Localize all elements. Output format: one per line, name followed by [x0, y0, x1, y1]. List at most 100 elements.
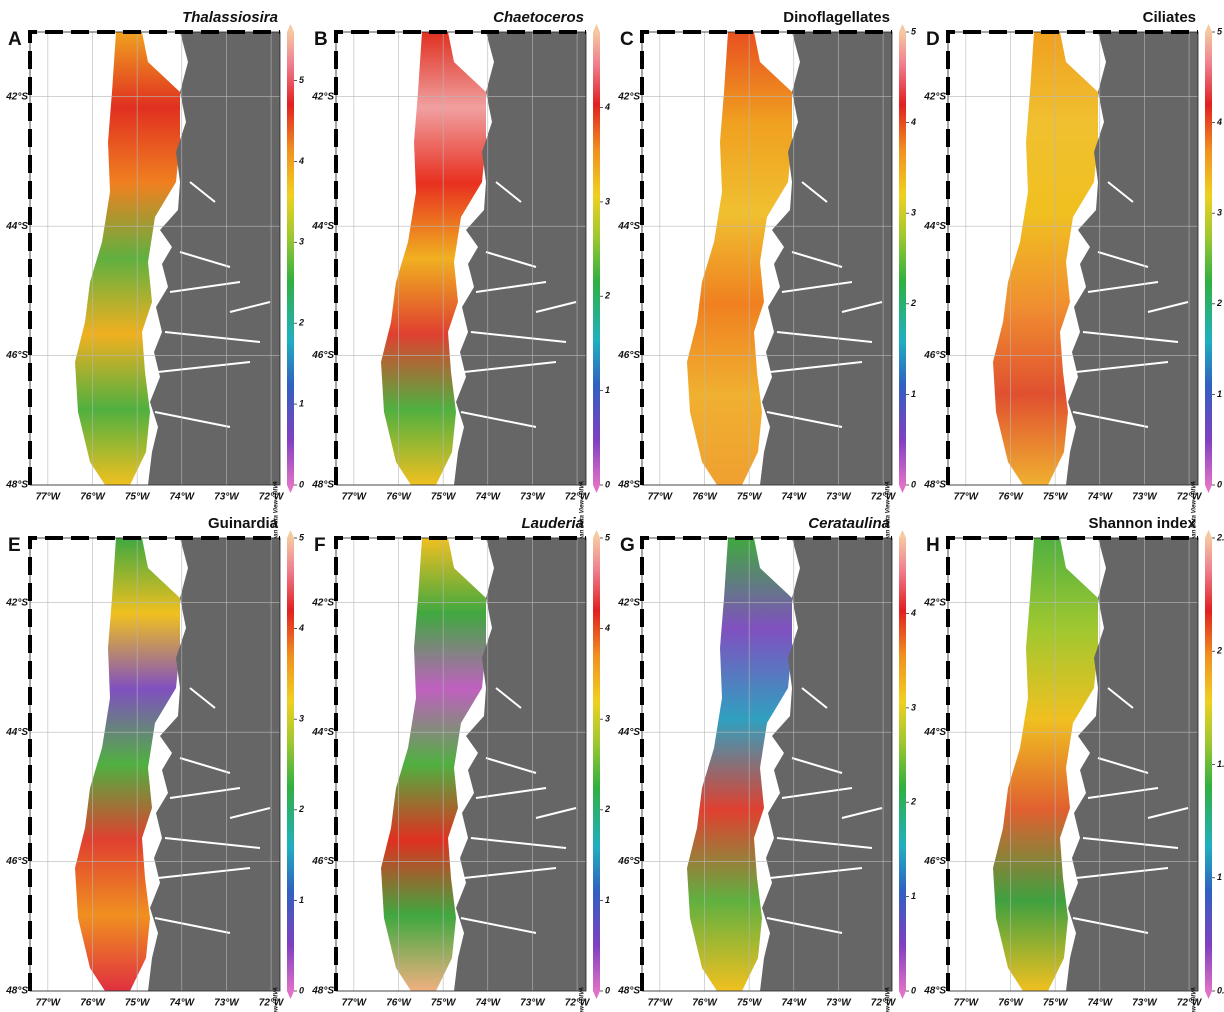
lat-label: 44°S [617, 727, 640, 738]
panel-title: Shannon index [1088, 515, 1196, 532]
colorbar-arrow [593, 991, 600, 999]
lat-label: 46°S [311, 856, 334, 867]
colorbar-label: 0 [605, 479, 610, 489]
lon-label: 73°W [826, 998, 852, 1009]
colorbar-arrow [899, 24, 906, 32]
lat-label: 42°S [923, 91, 946, 102]
panel-title: Ciliates [1143, 9, 1196, 26]
lat-label: 42°S [617, 597, 640, 608]
frame-dashes [334, 536, 586, 991]
lon-label: 77°W [954, 492, 980, 503]
map-panel: 77°W 76°W 75°W 74°W 73°W 72°W 42°S 44°S 46°S 48°S… [5, 515, 305, 1012]
watermark: Ocean Data View / DIVA [886, 481, 892, 548]
map-panel: 77°W 76°W 75°W 74°W 73°W 72°W 42°S 44°S 46°S 48°S… [311, 9, 610, 548]
colorbar [593, 32, 600, 485]
frame-dashes [334, 30, 586, 485]
lat-label: 48°S [311, 986, 334, 997]
lat-label: 46°S [5, 856, 28, 867]
lat-label: 48°S [923, 480, 946, 491]
watermark: Ocean Data View / DIVA [1192, 481, 1198, 548]
lon-label: 72°W [1177, 998, 1203, 1009]
frame-dashes [28, 536, 280, 991]
colorbar-label: 2 [604, 291, 610, 301]
colorbar-arrow [593, 24, 600, 32]
colorbar-label: 5 [299, 75, 305, 85]
lat-label: 46°S [311, 350, 334, 361]
frame-dashes [946, 30, 1198, 485]
watermark: Ocean Data View / DIVA [580, 481, 586, 548]
colorbar-arrow [287, 530, 294, 538]
colorbar-label: 1 [911, 891, 916, 901]
colorbar [1205, 32, 1212, 485]
lat-label: 42°S [923, 597, 946, 608]
colorbar-label: 1 [605, 895, 610, 905]
lon-label: 77°W [954, 998, 980, 1009]
lon-label: 72°W [259, 998, 285, 1009]
lat-label: 44°S [617, 221, 640, 232]
lon-label: 77°W [648, 998, 674, 1009]
panel-letter: F [314, 535, 326, 556]
colorbar-label: 0 [911, 479, 916, 489]
lon-label: 72°W [871, 998, 897, 1009]
map-panel: 77°W 76°W 75°W 74°W 73°W 72°W 42°S 44°S 46°S 48°S… [311, 515, 611, 1012]
colorbar-label: 0 [605, 985, 610, 995]
lat-label: 42°S [5, 91, 28, 102]
colorbar-label: 2 [1216, 646, 1222, 656]
colorbar-label: 1 [299, 895, 304, 905]
colorbar-arrow [593, 485, 600, 493]
colorbar-label: 4 [910, 117, 916, 127]
lon-label: 73°W [214, 492, 240, 503]
colorbar-arrow [287, 991, 294, 999]
lon-label: 73°W [520, 492, 546, 503]
lat-label: 44°S [311, 221, 334, 232]
colorbar-arrow [1205, 485, 1212, 493]
colorbar-arrow [899, 485, 906, 493]
panel-letter: D [926, 29, 940, 50]
panel-letter: H [926, 535, 940, 556]
frame-dashes [640, 536, 892, 991]
lat-label: 48°S [311, 480, 334, 491]
colorbar-label: 2 [604, 804, 610, 814]
lon-label: 73°W [520, 998, 546, 1009]
panel-title: Cerataulina [808, 515, 890, 532]
lon-label: 75°W [1043, 998, 1069, 1009]
lon-label: 74°W [170, 998, 196, 1009]
colorbar-label: 1 [1217, 872, 1222, 882]
colorbar [899, 32, 906, 485]
lon-label: 72°W [565, 998, 591, 1009]
colorbar-arrow [1205, 24, 1212, 32]
panel-title: Chaetoceros [493, 9, 584, 26]
colorbar-arrow [1205, 991, 1212, 999]
colorbar-label: 3 [1217, 208, 1222, 218]
panel-title: Thalassiosira [182, 9, 278, 26]
colorbar-label: 0 [1217, 479, 1222, 489]
lon-label: 76°W [80, 492, 106, 503]
lat-label: 48°S [5, 480, 28, 491]
colorbar-label: 2 [910, 298, 916, 308]
lat-label: 44°S [5, 221, 28, 232]
frame-dashes [28, 30, 280, 485]
colorbar-arrow [899, 530, 906, 538]
colorbar-label: 0.5 [1217, 985, 1224, 995]
watermark: Ocean Data View / DIVA [1192, 987, 1198, 1012]
watermark: Ocean Data View / DIVA [274, 481, 280, 548]
panel-title: Guinardia [208, 515, 279, 532]
lon-label: 76°W [80, 998, 106, 1009]
colorbar-label: 3 [605, 714, 610, 724]
watermark: Ocean Data View / DIVA [886, 987, 892, 1012]
lon-label: 74°W [782, 492, 808, 503]
lat-label: 46°S [923, 350, 946, 361]
lon-label: 76°W [386, 998, 412, 1009]
colorbar-label: 0 [299, 985, 304, 995]
panel-letter: C [620, 29, 634, 50]
lon-label: 73°W [214, 998, 240, 1009]
colorbar-label: 4 [910, 608, 916, 618]
lon-label: 75°W [431, 998, 457, 1009]
map-panel: 77°W 76°W 75°W 74°W 73°W 72°W 42°S 44°S 46°S 48°S… [923, 9, 1223, 548]
colorbar-label: 4 [604, 623, 610, 633]
lon-label: 73°W [826, 492, 852, 503]
lat-label: 46°S [5, 350, 28, 361]
colorbar [1205, 538, 1212, 991]
lat-label: 44°S [5, 727, 28, 738]
colorbar-label: 4 [604, 102, 610, 112]
